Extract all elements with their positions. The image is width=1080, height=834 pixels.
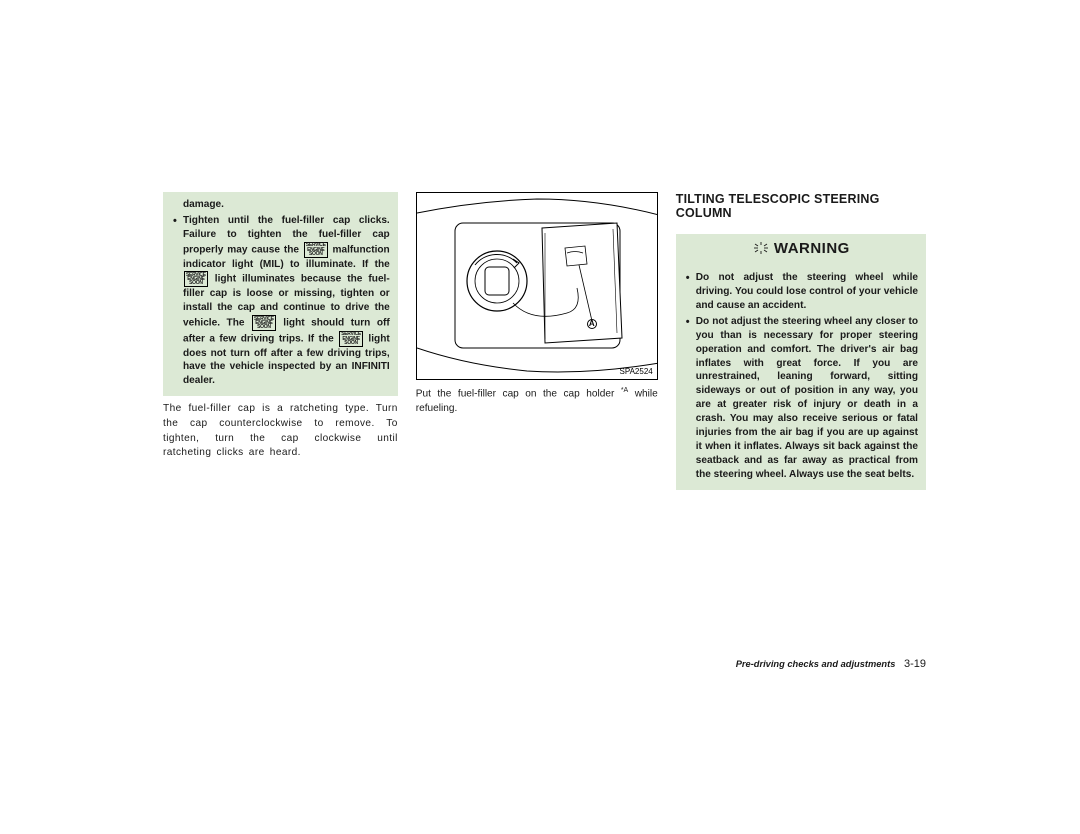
- bullet-fuel-cap: Tighten until the fuel-filler cap clicks…: [171, 214, 390, 388]
- footer-page-number: 3-19: [904, 658, 926, 670]
- footer-section: Pre-driving checks and adjustments: [736, 659, 896, 669]
- marker-a-icon: A: [587, 319, 597, 329]
- ses-icon: SERVICEENGINESOON: [304, 242, 328, 258]
- ratcheting-paragraph: The fuel-filler cap is a ratcheting type…: [163, 402, 398, 461]
- warning-burst-icon: [752, 241, 770, 255]
- column-2: A SPA2524 Put the fuel-filler cap on the…: [416, 192, 658, 490]
- column-1: damage. Tighten until the fuel-filler ca…: [163, 192, 398, 490]
- cap-holder-paragraph: Put the fuel-filler cap on the cap holde…: [416, 386, 658, 417]
- damage-text: damage.: [171, 198, 390, 212]
- figure-fuel-door: A SPA2524: [416, 192, 658, 380]
- warn-bullet-1: Do not adjust the steering wheel while d…: [684, 271, 918, 313]
- page-footer: Pre-driving checks and adjustments 3-19: [736, 658, 926, 670]
- warn-bullet-2: Do not adjust the steering wheel any clo…: [684, 315, 918, 482]
- section-heading: TILTING TELESCOPIC STEERING COLUMN: [676, 192, 926, 220]
- figure-code: SPA2524: [620, 367, 653, 376]
- warning-box-right: Do not adjust the steering wheel while d…: [676, 261, 926, 490]
- warning-box-left: damage. Tighten until the fuel-filler ca…: [163, 192, 398, 396]
- ses-icon: SERVICEENGINESOON: [184, 271, 208, 287]
- warning-header: WARNING: [676, 234, 926, 261]
- ses-icon: SERVICEENGINESOON: [252, 315, 276, 331]
- column-3: TILTING TELESCOPIC STEERING COLUMN WARNI…: [676, 192, 926, 490]
- manual-page: damage. Tighten until the fuel-filler ca…: [163, 192, 926, 490]
- fuel-door-illustration: [417, 193, 658, 380]
- ses-icon: SERVICEENGINESOON: [339, 331, 363, 347]
